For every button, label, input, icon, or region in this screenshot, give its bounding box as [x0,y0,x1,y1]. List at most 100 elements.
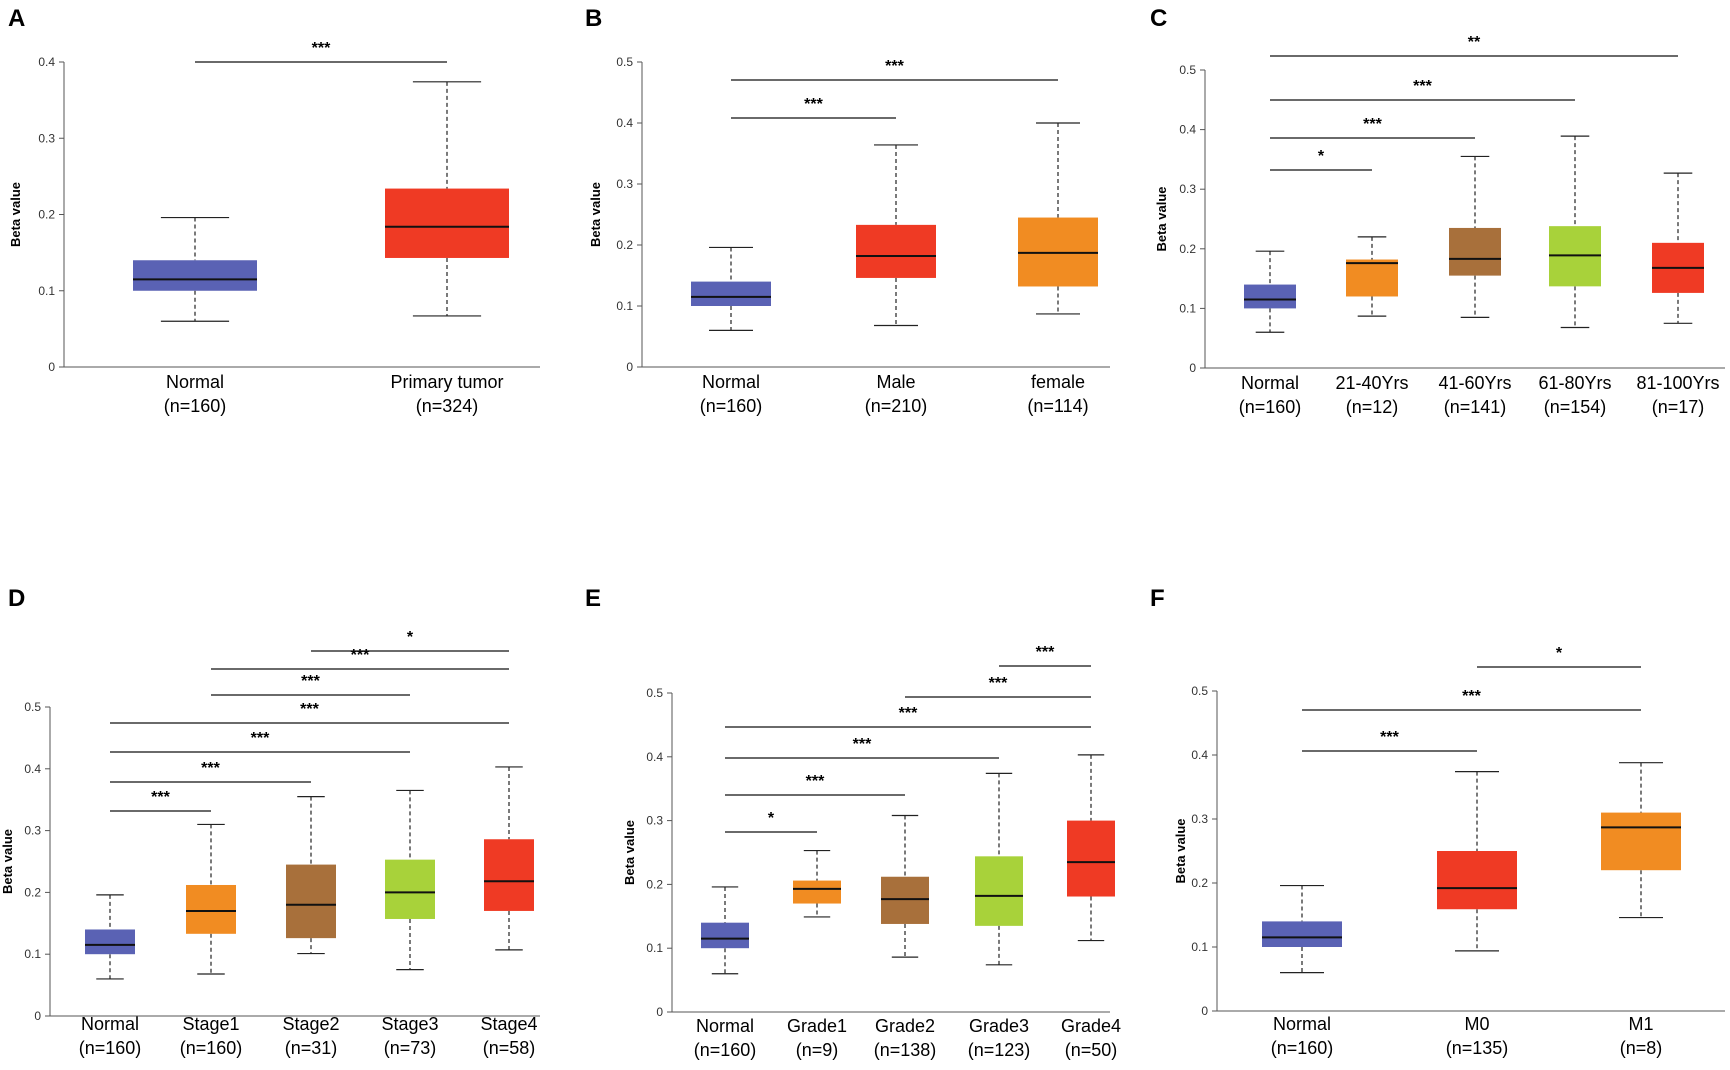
iqr-box [133,260,257,291]
category-label: Normal [696,1016,754,1036]
y-tick-label: 0 [48,360,55,374]
y-tick-label: 0 [626,360,633,374]
significance-label: *** [251,730,270,747]
y-tick-label: 0.4 [646,750,663,764]
sample-size-label: (n=160) [79,1038,142,1058]
box-81-100yrs [1652,172,1704,324]
category-label: Normal [1273,1014,1331,1034]
category-label: Grade4 [1061,1016,1121,1036]
significance-label: *** [1380,729,1399,746]
y-tick-label: 0.4 [616,116,633,130]
significance-label: *** [201,760,220,777]
iqr-box [1449,227,1501,276]
y-tick-label: 0.5 [24,700,41,714]
y-tick-label: 0.2 [1191,876,1208,890]
iqr-box [286,864,336,939]
box-normal [133,216,257,322]
y-axis-label: Beta value [1154,186,1169,251]
panel-f: F 0 0.1 0.2 0.3 0.4 0.5 Beta value Normal (n=160)… [1150,585,1725,1058]
iqr-box [385,859,435,919]
category-label: Grade1 [787,1016,847,1036]
category-label: 61-80Yrs [1538,373,1611,393]
iqr-box [881,876,929,924]
sample-size-label: (n=12) [1346,397,1399,417]
y-tick-label: 0.4 [38,55,55,69]
y-tick-label: 0.5 [1179,63,1196,77]
iqr-box [1601,812,1681,871]
y-tick-label: 0 [656,1005,663,1019]
significance-label: *** [899,705,918,722]
box-grade3 [975,772,1023,966]
category-label: 41-60Yrs [1438,373,1511,393]
y-tick-label: 0.4 [1191,748,1208,762]
category-label: 81-100Yrs [1636,373,1719,393]
y-tick-label: 0.3 [1191,812,1208,826]
y-tick-label: 0.2 [1179,242,1196,256]
iqr-box [1067,820,1115,897]
panel-d: D 0 0.1 0.2 0.3 0.4 0.5 Beta value Normal (n=160)… [0,585,540,1058]
iqr-box [385,188,509,258]
box-m1 [1601,762,1681,919]
y-tick-label: 0.1 [1191,940,1208,954]
iqr-box [1346,259,1398,297]
y-axis-label: Beta value [8,182,23,247]
iqr-box [691,281,771,306]
sample-size-label: (n=50) [1065,1040,1118,1060]
sample-size-label: (n=160) [694,1040,757,1060]
category-label: Grade3 [969,1016,1029,1036]
box-female [1018,122,1098,315]
category-label: Normal [166,372,224,392]
sample-size-label: (n=324) [416,396,479,416]
significance-label: *** [1363,116,1382,133]
y-axis-label: Beta value [1173,818,1188,883]
category-label: M1 [1628,1014,1653,1034]
category-label: Stage1 [182,1014,239,1034]
significance-label: * [768,810,775,827]
significance-label: *** [804,96,823,113]
iqr-box [975,856,1023,926]
category-label: female [1031,372,1085,392]
significance-label: *** [1036,644,1055,661]
category-label: Stage4 [480,1014,537,1034]
y-tick-label: 0.3 [38,131,55,145]
sample-size-label: (n=160) [164,396,227,416]
y-axis-label: Beta value [588,182,603,247]
sample-size-label: (n=58) [483,1038,536,1058]
category-label: Male [876,372,915,392]
sample-size-label: (n=31) [285,1038,338,1058]
iqr-box [484,839,534,911]
y-tick-label: 0.3 [646,814,663,828]
y-tick-label: 0.2 [24,885,41,899]
category-label: Normal [1241,373,1299,393]
y-tick-label: 0.4 [1179,123,1196,137]
iqr-box [1244,284,1296,309]
panel-a: A 0 0.1 0.2 0.3 0.4 Beta value Normal (n=160) Pri… [8,5,540,416]
panel-letter: B [585,5,602,32]
y-tick-label: 0.5 [1191,684,1208,698]
iqr-box [793,880,841,904]
box-41-60yrs [1449,155,1501,318]
category-label: Stage2 [282,1014,339,1034]
y-tick-label: 0.1 [646,941,663,955]
y-tick-label: 0 [1201,1004,1208,1018]
sample-size-label: (n=160) [700,396,763,416]
y-tick-label: 0.1 [1179,301,1196,315]
significance-label: * [407,629,414,646]
significance-label: *** [806,773,825,790]
y-tick-label: 0.1 [24,947,41,961]
significance-label: *** [989,675,1008,692]
panel-b: B 0 0.1 0.2 0.3 0.4 0.5 Beta value Normal (n=160)… [585,5,1110,416]
category-label: Stage3 [381,1014,438,1034]
iqr-box [701,922,749,949]
y-tick-label: 0.1 [38,284,55,298]
significance-label: *** [853,736,872,753]
y-tick-label: 0.3 [616,177,633,191]
iqr-box [1262,921,1342,947]
box-normal [1244,250,1296,333]
sample-size-label: (n=138) [874,1040,937,1060]
sample-size-label: (n=114) [1027,396,1088,416]
significance-label: *** [312,40,331,57]
box-stage4 [484,766,534,951]
panel-e: E 0 0.1 0.2 0.3 0.4 0.5 Beta value Normal (n=160)… [585,585,1121,1060]
box-normal [701,886,749,975]
